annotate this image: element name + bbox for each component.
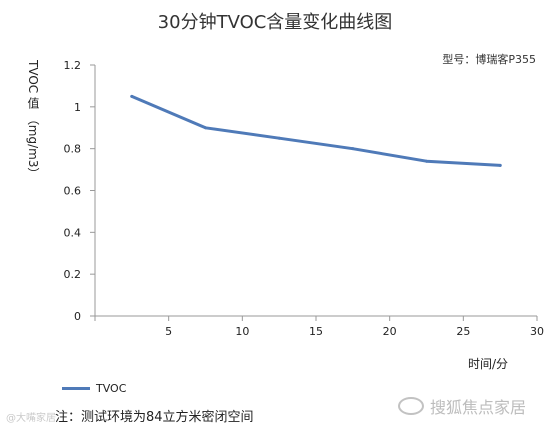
x-tick-label: 20: [383, 325, 397, 338]
y-tick-label: 1: [74, 101, 81, 114]
watermark-right: 搜狐焦点家居: [398, 394, 526, 418]
data-point: [204, 126, 207, 130]
x-axis-label: 时间/分: [468, 357, 509, 371]
footnote: 注：测试环境为84立方米密闭空间: [55, 410, 254, 425]
x-tick-label: 15: [309, 325, 323, 338]
sohu-logo-icon: [398, 397, 424, 415]
y-axis-label: TVOC 值 （mg/m3）: [26, 60, 40, 180]
watermark-right-text: 搜狐焦点家居: [430, 398, 527, 417]
x-tick-label: 5: [165, 325, 172, 338]
data-point: [498, 163, 502, 167]
x-tick-label: 30: [530, 325, 544, 338]
y-tick-label: 0.6: [64, 185, 82, 198]
legend: TVOC: [62, 382, 126, 395]
x-tick-label: 25: [456, 325, 470, 338]
series-line-tvoc: [130, 94, 502, 167]
data-point: [130, 94, 134, 98]
legend-swatch: [62, 387, 90, 390]
y-tick-label: 1.2: [64, 59, 82, 72]
y-tick-label: 0.4: [64, 226, 82, 239]
y-tick-label: 0: [74, 310, 81, 323]
y-tick-label: 0.2: [64, 268, 82, 281]
chart-subtitle: 型号：博瑞客P355: [442, 53, 536, 66]
y-tick-label: 0.8: [64, 143, 82, 156]
data-point: [425, 159, 428, 163]
data-point: [277, 136, 281, 140]
legend-label: TVOC: [96, 382, 127, 395]
x-tick-label: 10: [235, 325, 249, 338]
watermark-left: @大嘴家居: [6, 413, 56, 424]
data-point: [351, 147, 355, 151]
chart-title: 30分钟TVOC含量变化曲线图: [157, 12, 393, 33]
